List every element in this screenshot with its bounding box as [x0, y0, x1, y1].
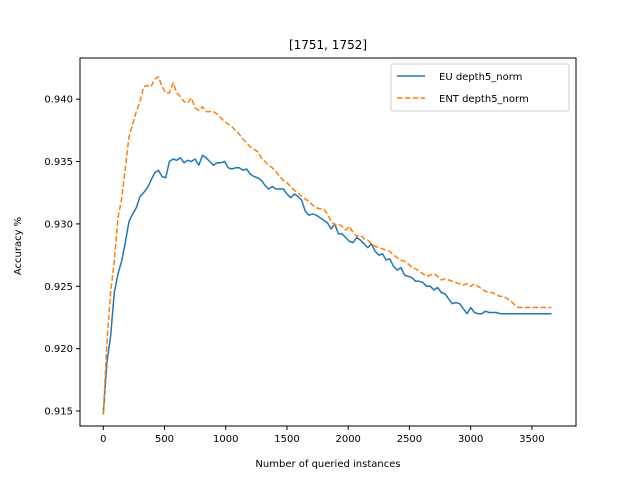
legend-label-2: ENT depth5_norm: [439, 94, 529, 105]
x-axis: 0 500 1000 1500 2000 2500 3000 3500: [100, 426, 545, 445]
chart-title: [1751, 1752]: [289, 38, 367, 52]
x-tick-label: 2500: [397, 434, 422, 445]
y-axis-label: Accuracy %: [13, 217, 24, 275]
plot-area: [102, 75, 552, 415]
x-tick-label: 1000: [213, 434, 238, 445]
legend: EU depth5_norm ENT depth5_norm: [390, 63, 570, 112]
legend-label-1: EU depth5_norm: [439, 72, 522, 83]
x-tick-label: 2000: [335, 434, 360, 445]
series-line-2: [102, 75, 552, 415]
y-tick-label: 0.935: [44, 157, 73, 168]
x-tick-label: 3000: [458, 434, 483, 445]
x-tick-label: 1500: [274, 434, 299, 445]
x-axis-label: Number of queried instances: [255, 459, 400, 470]
x-tick-label: 500: [155, 434, 174, 445]
series-line-1: [102, 154, 552, 414]
legend-box: [390, 63, 570, 112]
y-tick-label: 0.915: [44, 407, 73, 418]
x-tick-label: 3500: [519, 434, 544, 445]
x-tick-label: 0: [100, 434, 106, 445]
plot-frame: [79, 57, 577, 427]
y-tick-label: 0.940: [44, 95, 73, 106]
y-tick-label: 0.920: [44, 344, 73, 355]
y-tick-label: 0.925: [44, 282, 73, 293]
y-axis: 0.915 0.920 0.925 0.930 0.935 0.940: [44, 95, 80, 418]
y-tick-label: 0.930: [44, 219, 73, 230]
